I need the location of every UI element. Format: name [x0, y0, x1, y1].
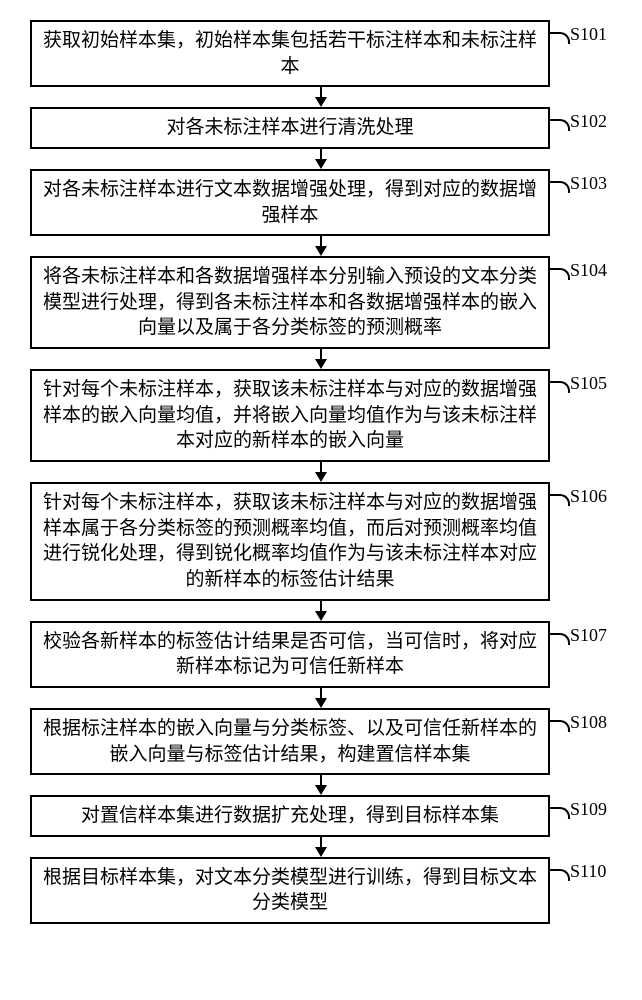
step-text: 将各未标注样本和各数据增强样本分别输入预设的文本分类模型进行处理，得到各未标注样… — [43, 266, 537, 338]
arrow-down — [61, 149, 581, 169]
step-row: 根据目标样本集，对文本分类模型进行训练，得到目标文本分类模型 S110 — [30, 857, 612, 924]
step-box-s101: 获取初始样本集，初始样本集包括若干标注样本和未标注样本 — [30, 20, 550, 87]
step-label-s102: S102 — [570, 111, 607, 132]
step-box-s107: 校验各新样本的标签估计结果是否可信，当可信时，将对应新样本标记为可信任新样本 — [30, 621, 550, 688]
step-label-s105: S105 — [570, 373, 607, 394]
connector-line — [548, 807, 570, 819]
step-label-s109: S109 — [570, 799, 607, 820]
step-row: 根据标注样本的嵌入向量与分类标签、以及可信任新样本的嵌入向量与标签估计结果，构建… — [30, 708, 612, 775]
connector-line — [548, 268, 570, 280]
arrow-down — [61, 87, 581, 107]
step-text: 对各未标注样本进行文本数据增强处理，得到对应的数据增强样本 — [43, 179, 537, 226]
connector-line — [548, 720, 570, 732]
arrow-down — [61, 837, 581, 857]
step-box-s110: 根据目标样本集，对文本分类模型进行训练，得到目标文本分类模型 — [30, 857, 550, 924]
step-row: 针对每个未标注样本，获取该未标注样本与对应的数据增强样本的嵌入向量均值，并将嵌入… — [30, 369, 612, 462]
connector-line — [548, 381, 570, 393]
step-text: 针对每个未标注样本，获取该未标注样本与对应的数据增强样本属于各分类标签的预测概率… — [43, 492, 537, 590]
step-text: 对各未标注样本进行清洗处理 — [166, 117, 413, 138]
step-row: 对各未标注样本进行文本数据增强处理，得到对应的数据增强样本 S103 — [30, 169, 612, 236]
step-text: 校验各新样本的标签估计结果是否可信，当可信时，将对应新样本标记为可信任新样本 — [43, 631, 537, 678]
connector-line — [548, 32, 570, 44]
step-box-s104: 将各未标注样本和各数据增强样本分别输入预设的文本分类模型进行处理，得到各未标注样… — [30, 256, 550, 349]
step-label-s107: S107 — [570, 625, 607, 646]
step-row: 将各未标注样本和各数据增强样本分别输入预设的文本分类模型进行处理，得到各未标注样… — [30, 256, 612, 349]
step-row: 校验各新样本的标签估计结果是否可信，当可信时，将对应新样本标记为可信任新样本 S… — [30, 621, 612, 688]
step-text: 针对每个未标注样本，获取该未标注样本与对应的数据增强样本的嵌入向量均值，并将嵌入… — [43, 379, 537, 451]
arrow-down — [61, 349, 581, 369]
step-text: 根据标注样本的嵌入向量与分类标签、以及可信任新样本的嵌入向量与标签估计结果，构建… — [43, 718, 537, 765]
step-label-s110: S110 — [570, 861, 606, 882]
step-box-s102: 对各未标注样本进行清洗处理 — [30, 107, 550, 149]
connector-line — [548, 119, 570, 131]
connector-line — [548, 494, 570, 506]
step-label-s103: S103 — [570, 173, 607, 194]
step-box-s106: 针对每个未标注样本，获取该未标注样本与对应的数据增强样本属于各分类标签的预测概率… — [30, 482, 550, 601]
step-row: 对置信样本集进行数据扩充处理，得到目标样本集 S109 — [30, 795, 612, 837]
step-text: 根据目标样本集，对文本分类模型进行训练，得到目标文本分类模型 — [43, 867, 537, 914]
step-label-s104: S104 — [570, 260, 607, 281]
step-label-s108: S108 — [570, 712, 607, 733]
step-text: 对置信样本集进行数据扩充处理，得到目标样本集 — [81, 805, 499, 826]
step-box-s108: 根据标注样本的嵌入向量与分类标签、以及可信任新样本的嵌入向量与标签估计结果，构建… — [30, 708, 550, 775]
step-box-s105: 针对每个未标注样本，获取该未标注样本与对应的数据增强样本的嵌入向量均值，并将嵌入… — [30, 369, 550, 462]
arrow-down — [61, 236, 581, 256]
connector-line — [548, 633, 570, 645]
arrow-down — [61, 601, 581, 621]
arrow-down — [61, 688, 581, 708]
step-box-s109: 对置信样本集进行数据扩充处理，得到目标样本集 — [30, 795, 550, 837]
step-text: 获取初始样本集，初始样本集包括若干标注样本和未标注样本 — [43, 30, 537, 77]
step-box-s103: 对各未标注样本进行文本数据增强处理，得到对应的数据增强样本 — [30, 169, 550, 236]
flowchart-container: 获取初始样本集，初始样本集包括若干标注样本和未标注样本 S101 对各未标注样本… — [30, 20, 612, 924]
step-label-s101: S101 — [570, 24, 607, 45]
arrow-down — [61, 775, 581, 795]
connector-line — [548, 869, 570, 881]
step-row: 获取初始样本集，初始样本集包括若干标注样本和未标注样本 S101 — [30, 20, 612, 87]
step-row: 对各未标注样本进行清洗处理 S102 — [30, 107, 612, 149]
step-row: 针对每个未标注样本，获取该未标注样本与对应的数据增强样本属于各分类标签的预测概率… — [30, 482, 612, 601]
arrow-down — [61, 462, 581, 482]
step-label-s106: S106 — [570, 486, 607, 507]
connector-line — [548, 181, 570, 193]
